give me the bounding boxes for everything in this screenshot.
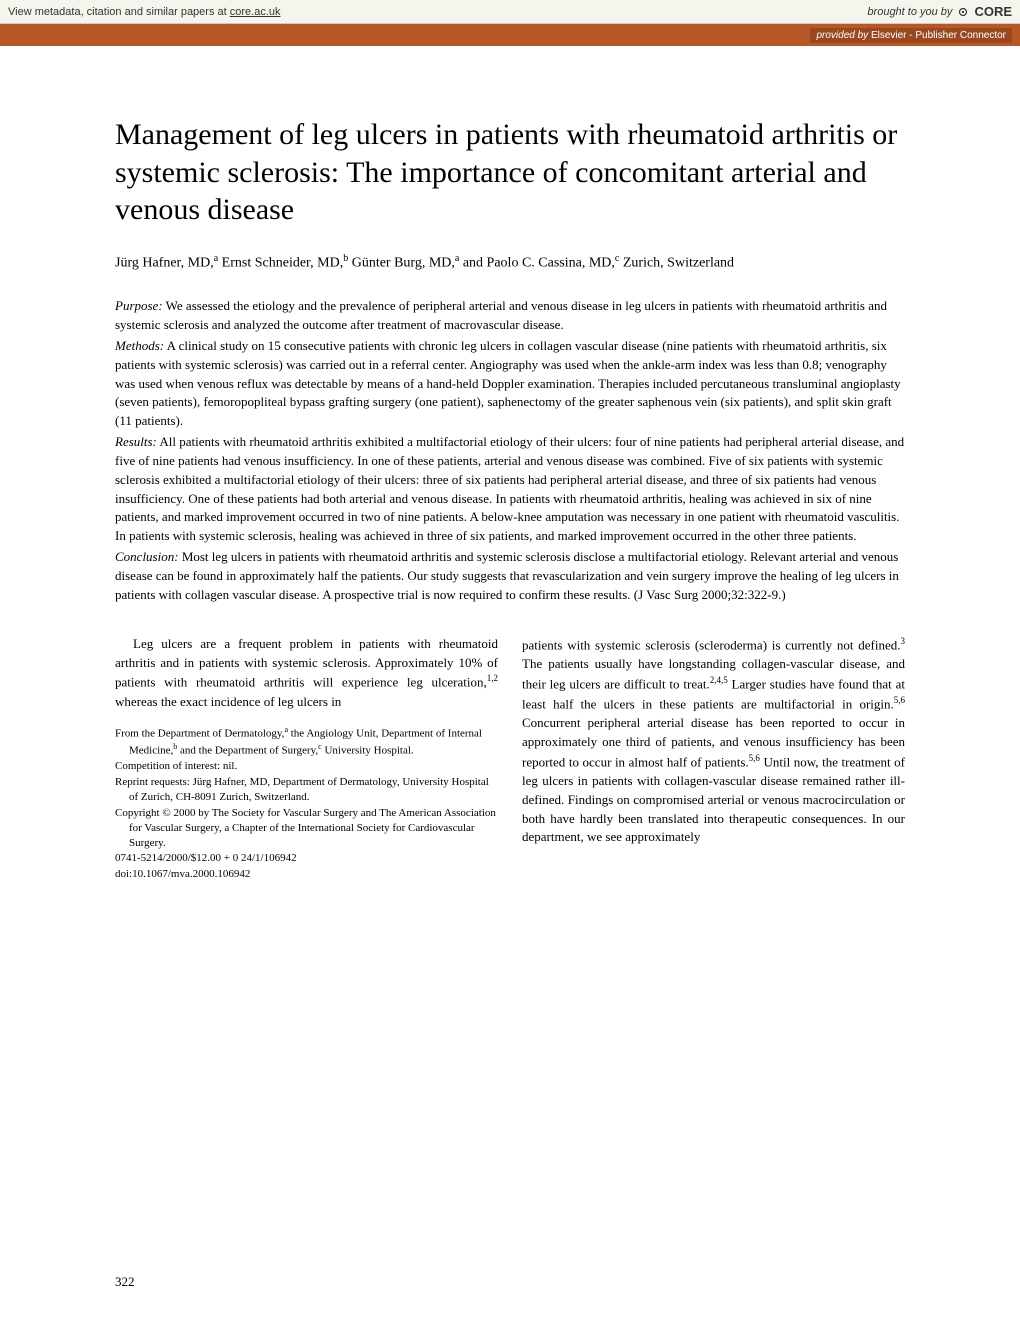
purpose-text: We assessed the etiology and the prevale… <box>115 298 887 332</box>
results-label: Results: <box>115 434 157 449</box>
col2-sup4: 5,6 <box>749 753 760 763</box>
author-text-2: Ernst Schneider, MD, <box>218 255 343 270</box>
footnote-5: 0741-5214/2000/$12.00 + 0 24/1/106942 <box>115 851 498 866</box>
results-text: All patients with rheumatoid arthritis e… <box>115 434 904 543</box>
author-affiliation: Zurich, Switzerland <box>619 255 734 270</box>
page-content: Management of leg ulcers in patients wit… <box>0 46 1020 923</box>
abstract-methods: Methods: A clinical study on 15 consecut… <box>115 337 905 431</box>
body-columns: Leg ulcers are a frequent problem in pat… <box>115 635 905 883</box>
fn1-d: University Hospital. <box>322 745 414 757</box>
abstract-block: Purpose: We assessed the etiology and th… <box>115 297 905 605</box>
core-banner-right: brought to you by CORE <box>867 4 1012 19</box>
col1-sup1: 1,2 <box>487 673 498 683</box>
footnote-6: doi:10.1067/mva.2000.106942 <box>115 867 498 882</box>
core-left-text: View metadata, citation and similar pape… <box>8 6 230 18</box>
orange-bar: provided by Elsevier - Publisher Connect… <box>0 24 1020 46</box>
core-icon <box>956 5 970 19</box>
footnote-3: Reprint requests: Jürg Hafner, MD, Depar… <box>115 775 498 805</box>
left-column: Leg ulcers are a frequent problem in pat… <box>115 635 498 883</box>
core-right-text: brought to you by <box>867 6 952 18</box>
methods-label: Methods: <box>115 338 164 353</box>
abstract-purpose: Purpose: We assessed the etiology and th… <box>115 297 905 335</box>
purpose-label: Purpose: <box>115 298 163 313</box>
fn1-c: and the Department of Surgery, <box>177 745 318 757</box>
right-column: patients with systemic sclerosis (sclero… <box>522 635 905 883</box>
footnote-1: From the Department of Dermatology,a the… <box>115 725 498 758</box>
provided-by-text: provided by <box>816 30 870 41</box>
col1-text-a: Leg ulcers are a frequent problem in pat… <box>115 636 498 690</box>
core-logo: CORE <box>974 4 1012 19</box>
author-text-1: Jürg Hafner, MD, <box>115 255 214 270</box>
core-banner: View metadata, citation and similar pape… <box>0 0 1020 24</box>
fn1-a: From the Department of Dermatology, <box>115 728 284 740</box>
col2-paragraph: patients with systemic sclerosis (sclero… <box>522 635 905 848</box>
abstract-conclusion: Conclusion: Most leg ulcers in patients … <box>115 548 905 605</box>
footnote-2: Competition of interest: nil. <box>115 759 498 774</box>
col2-sup3: 5,6 <box>894 695 905 705</box>
abstract-results: Results: All patients with rheumatoid ar… <box>115 433 905 546</box>
conclusion-label: Conclusion: <box>115 549 179 564</box>
conclusion-text: Most leg ulcers in patients with rheumat… <box>115 549 899 602</box>
author-text-3: Günter Burg, MD, <box>348 255 455 270</box>
provided-by-label: provided by Elsevier - Publisher Connect… <box>810 28 1012 43</box>
author-text-4: and Paolo C. Cassina, MD, <box>459 255 615 270</box>
core-banner-left: View metadata, citation and similar pape… <box>8 6 281 18</box>
footnotes-block: From the Department of Dermatology,a the… <box>115 725 498 882</box>
col2-sup1: 3 <box>901 636 906 646</box>
methods-text: A clinical study on 15 consecutive patie… <box>115 338 901 428</box>
authors-block: Jürg Hafner, MD,a Ernst Schneider, MD,b … <box>115 251 905 274</box>
col2-text-a: patients with systemic sclerosis (sclero… <box>522 637 901 652</box>
article-title: Management of leg ulcers in patients wit… <box>115 116 905 229</box>
page-number: 322 <box>115 1274 135 1290</box>
provided-by-value: Elsevier - Publisher Connector <box>871 30 1006 41</box>
footnote-4: Copyright © 2000 by The Society for Vasc… <box>115 806 498 851</box>
col2-sup2: 2,4,5 <box>710 675 728 685</box>
col1-paragraph: Leg ulcers are a frequent problem in pat… <box>115 635 498 712</box>
col1-text-b: whereas the exact incidence of leg ulcer… <box>115 694 341 709</box>
core-link[interactable]: core.ac.uk <box>230 6 281 18</box>
